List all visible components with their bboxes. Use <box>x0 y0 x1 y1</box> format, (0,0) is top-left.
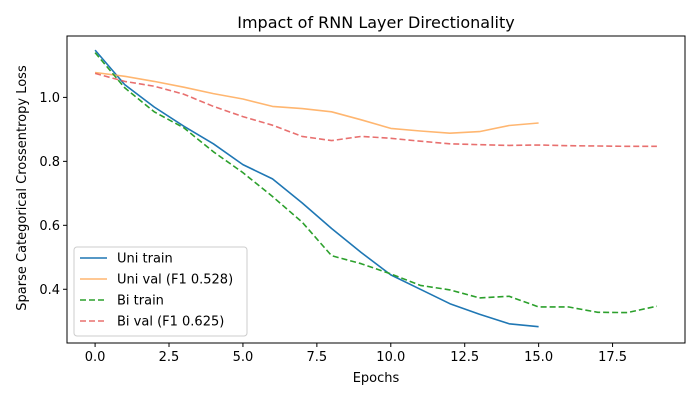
legend-label-0: Uni train <box>117 252 173 267</box>
y-tick-label: 1.0 <box>39 91 60 106</box>
legend: Uni train Uni val (F1 0.528) Bi train Bi va… <box>73 246 248 337</box>
axis-ticks: 0.0 2.5 5.0 7.5 10.0 12.5 15.0 17.5 0.4 0.6 0.8 1.0 <box>39 91 627 365</box>
plot-frame <box>66 35 686 344</box>
plot-area <box>94 49 658 328</box>
x-tick-label: 2.5 <box>159 350 180 365</box>
x-axis-label: Epochs <box>353 371 400 386</box>
y-tick-label: 0.4 <box>39 283 60 298</box>
series-line-3 <box>94 72 657 148</box>
x-tick-label: 7.5 <box>307 350 328 365</box>
x-tick-label: 15.0 <box>524 350 553 365</box>
y-tick-label: 0.6 <box>39 219 60 234</box>
x-tick-label: 5.0 <box>233 350 254 365</box>
y-tick-label: 0.8 <box>39 155 60 170</box>
x-tick-label: 0.0 <box>85 350 106 365</box>
x-tick-label: 10.0 <box>376 350 405 365</box>
chart-title: Impact of RNN Layer Directionality <box>237 13 514 32</box>
x-tick-label: 17.5 <box>598 350 627 365</box>
x-tick-label: 12.5 <box>450 350 479 365</box>
legend-box <box>73 246 248 337</box>
legend-label-1: Uni val (F1 0.528) <box>117 273 233 288</box>
series-line-1 <box>94 71 539 134</box>
legend-label-3: Bi val (F1 0.625) <box>117 315 224 330</box>
series-line-2 <box>94 52 658 314</box>
legend-label-2: Bi train <box>117 294 164 309</box>
y-axis-label: Sparse Categorical Crossentropy Loss <box>15 65 30 311</box>
series-line-0 <box>94 49 539 328</box>
